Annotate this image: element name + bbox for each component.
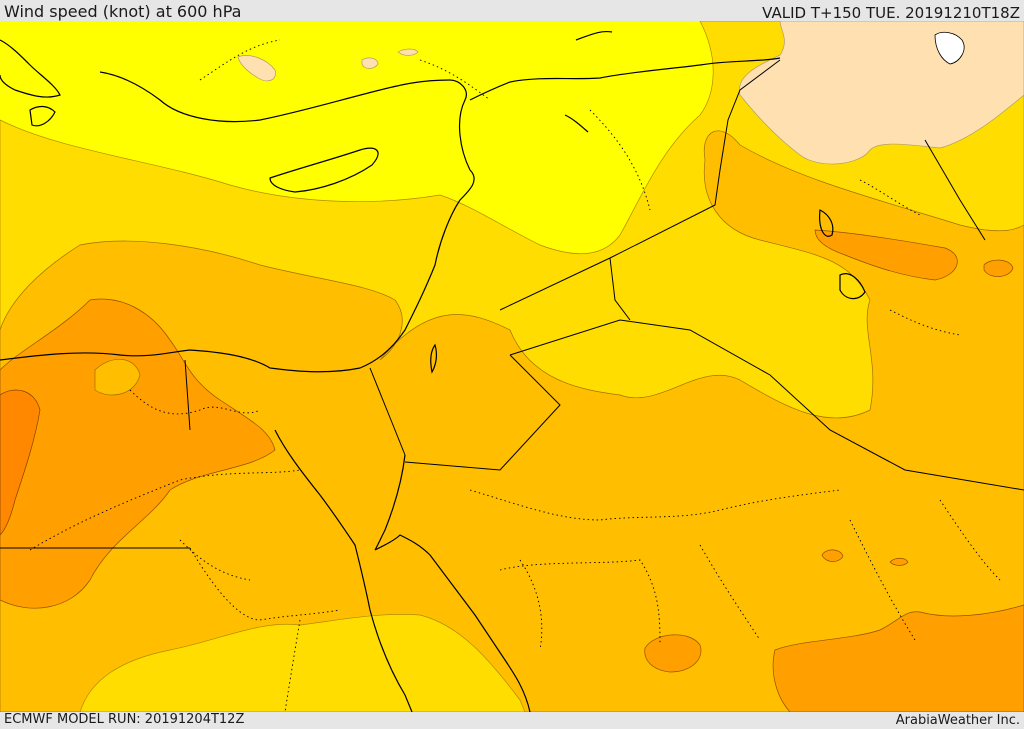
band-mid-south bbox=[79, 614, 526, 712]
band-calm-pocket bbox=[94, 358, 141, 396]
map-canvas bbox=[0, 21, 1024, 712]
band-stronger-dot3 bbox=[889, 557, 909, 566]
map-title: Wind speed (knot) at 600 hPa bbox=[4, 2, 242, 21]
model-run-label: ECMWF MODEL RUN: 20191204T12Z bbox=[4, 712, 245, 727]
band-calm-nw3 bbox=[361, 57, 379, 69]
band-stronger-dot1 bbox=[821, 549, 844, 562]
coastlines bbox=[0, 30, 866, 712]
country-borders bbox=[0, 59, 1024, 549]
band-stronger-s bbox=[644, 634, 702, 673]
credit-label: ArabiaWeather Inc. bbox=[895, 713, 1020, 728]
band-strongest-west bbox=[0, 389, 41, 536]
band-stronger-se bbox=[772, 604, 1024, 712]
band-stronger-west bbox=[0, 298, 276, 609]
valid-time-label: VALID T+150 TUE. 20191210T18Z bbox=[762, 4, 1020, 22]
band-stronger-east bbox=[814, 229, 958, 281]
band-stronger-dot2 bbox=[983, 259, 1014, 277]
wind-speed-map[interactable] bbox=[0, 21, 1024, 712]
band-strong bbox=[0, 130, 1024, 712]
band-calm-nw2 bbox=[397, 48, 419, 56]
header-bar: Wind speed (knot) at 600 hPa VALID T+150… bbox=[0, 0, 1024, 22]
lake-white bbox=[934, 31, 965, 65]
admin-boundaries bbox=[29, 39, 1001, 712]
footer-bar: ECMWF MODEL RUN: 20191204T12Z ArabiaWeat… bbox=[0, 712, 1024, 729]
band-calm-nw bbox=[237, 55, 276, 82]
